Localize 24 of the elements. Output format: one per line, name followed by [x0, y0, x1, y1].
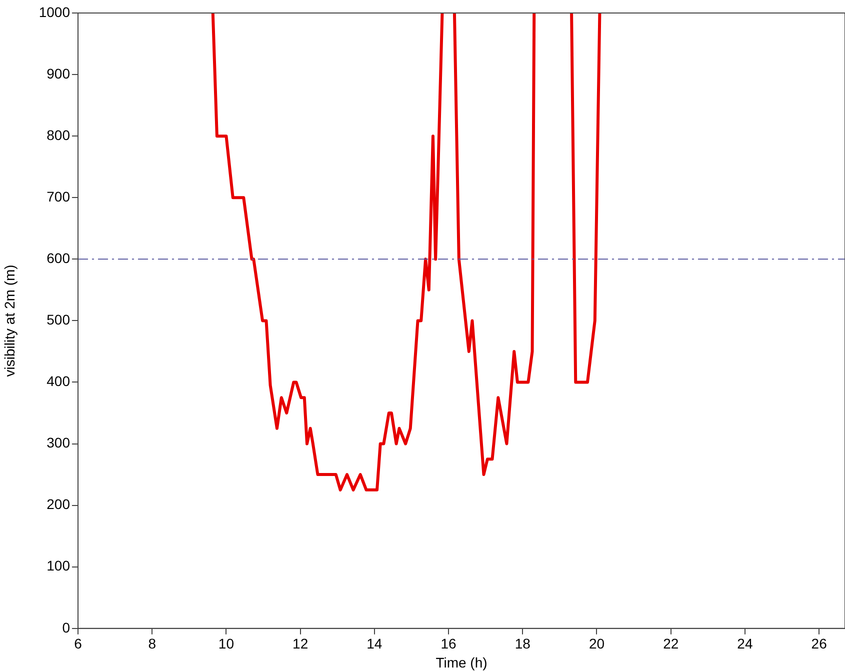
y-tick-label: 900 [46, 65, 70, 82]
y-tick-label: 1000 [38, 4, 70, 20]
x-tick-label: 24 [737, 636, 753, 652]
x-tick-label: 16 [440, 636, 457, 652]
y-tick-label: 500 [46, 312, 70, 328]
y-tick-label: 0 [62, 619, 70, 636]
x-tick-label: 10 [218, 636, 234, 652]
x-tick-label: 8 [148, 636, 156, 652]
x-tick-label: 20 [588, 636, 605, 652]
x-tick-label: 26 [811, 636, 828, 652]
y-tick-label: 200 [46, 496, 70, 512]
y-tick-label: 100 [46, 558, 70, 574]
y-tick-label: 800 [46, 126, 70, 143]
x-tick-label: 14 [366, 636, 382, 652]
x-axis-title: Time (h) [436, 654, 488, 670]
x-tick-label: 6 [74, 636, 82, 652]
x-tick-label: 18 [514, 636, 531, 652]
y-tick-label: 600 [46, 250, 70, 266]
x-tick-label: 22 [663, 636, 679, 652]
y-tick-label: 300 [46, 434, 70, 451]
y-tick-label: 700 [46, 188, 70, 204]
x-tick-label: 12 [292, 636, 308, 652]
y-axis-title: visibility at 2m (m) [1, 264, 18, 377]
y-tick-label: 400 [46, 373, 70, 390]
